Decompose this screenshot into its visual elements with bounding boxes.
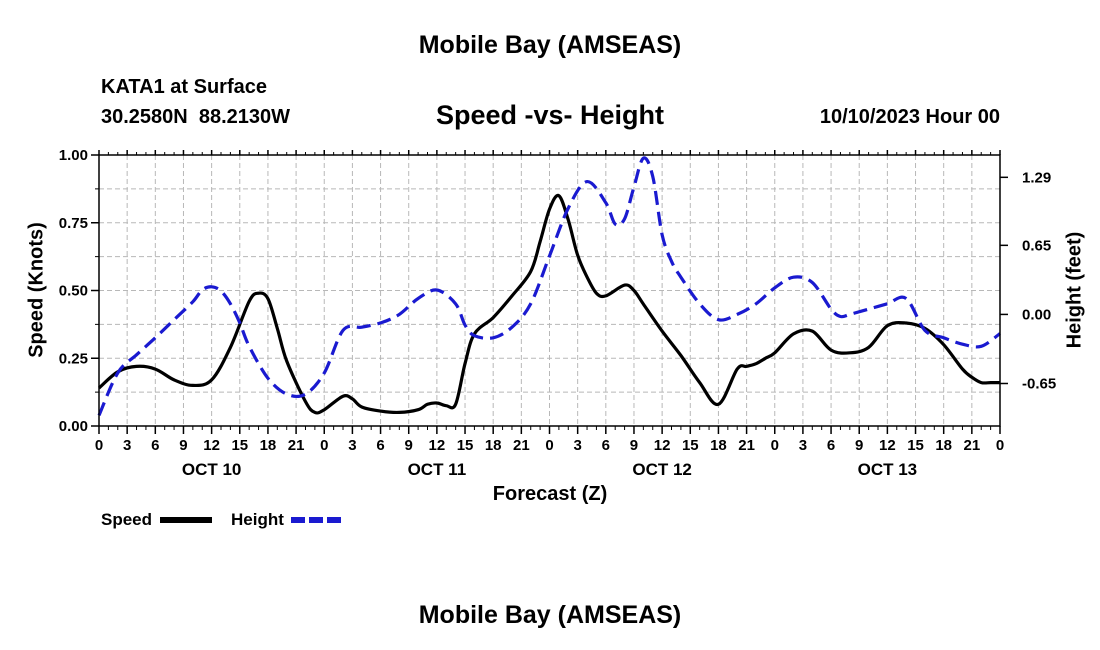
x-tick-label: 6 <box>151 437 159 454</box>
grid-lines <box>99 155 1000 426</box>
y-tick-label: 0.50 <box>59 283 88 300</box>
x-tick-label: 15 <box>457 437 474 454</box>
series-lines <box>97 156 1001 417</box>
x-tick-label: 21 <box>964 437 981 454</box>
legend-height-label: Height <box>231 510 284 529</box>
x-tick-label: 15 <box>231 437 248 454</box>
axis-labels: 0 3 6 9 12 15 18 21 0 3 6 9 12 15 18 21 0 3 6 9 12 15 18 21 0 3 6 9… <box>59 147 1056 479</box>
chart-title: Mobile Bay (AMSEAS) <box>418 31 682 59</box>
forecast-datetime: 10/10/2023 Hour 00 <box>819 106 1000 128</box>
x-tick-label: 9 <box>179 437 187 454</box>
x-tick-label: 3 <box>573 437 581 454</box>
x-tick-label: 3 <box>799 437 807 454</box>
x-tick-label: 0 <box>996 437 1004 454</box>
x-tick-label: 12 <box>879 437 896 454</box>
x-tick-label: 6 <box>376 437 384 454</box>
x-tick-label: 6 <box>827 437 835 454</box>
x-tick-label: 0 <box>545 437 553 454</box>
x-tick-label: 12 <box>654 437 671 454</box>
legend-speed-label: Speed <box>101 510 153 529</box>
footer-title: Mobile Bay (AMSEAS) <box>418 601 682 629</box>
x-tick-label: 12 <box>429 437 446 454</box>
x-tick-label: 3 <box>348 437 356 454</box>
axis-ticks <box>91 150 1008 434</box>
y2-tick-label: -0.65 <box>1022 375 1056 392</box>
x-tick-label: 21 <box>288 437 305 454</box>
x-tick-label: 15 <box>907 437 924 454</box>
x-tick-label: 18 <box>935 437 952 454</box>
x-tick-label: 15 <box>682 437 699 454</box>
x-tick-label: 3 <box>123 437 131 454</box>
y2-tick-label: 1.29 <box>1022 169 1051 186</box>
y-tick-label: 0.75 <box>59 215 88 232</box>
y-axis-title-right: Height (feet) <box>1063 231 1086 349</box>
x-tick-label: 18 <box>485 437 502 454</box>
x-tick-label: 6 <box>602 437 610 454</box>
x-tick-label: 9 <box>405 437 413 454</box>
x-tick-label: 18 <box>260 437 277 454</box>
y-axis-title-left: Speed (Knots) <box>25 222 48 358</box>
x-tick-label: 9 <box>630 437 638 454</box>
x-tick-label: 0 <box>771 437 779 454</box>
chart-subtitle: Speed -vs- Height <box>435 100 665 130</box>
y-tick-label: 0.25 <box>59 350 88 367</box>
day-label: OCT 12 <box>632 460 692 479</box>
x-tick-label: 0 <box>95 437 103 454</box>
x-tick-label: 21 <box>738 437 755 454</box>
speed-series-line <box>97 193 1000 415</box>
station-coordinates: 30.2580N 88.2130W <box>101 106 291 128</box>
day-label: OCT 10 <box>182 460 242 479</box>
legend-height-swatch <box>291 517 343 523</box>
x-tick-label: 18 <box>710 437 727 454</box>
y2-tick-label: 0.65 <box>1022 237 1051 254</box>
y-tick-label: 0.00 <box>59 418 88 435</box>
x-axis-title: Forecast (Z) <box>492 483 608 505</box>
day-label: OCT 11 <box>408 460 467 479</box>
x-tick-label: 21 <box>513 437 530 454</box>
x-tick-label: 0 <box>320 437 328 454</box>
height-series-line <box>97 156 1001 417</box>
x-tick-label: 12 <box>203 437 220 454</box>
y2-tick-label: 0.00 <box>1022 306 1051 323</box>
legend-speed-swatch <box>160 517 212 523</box>
station-name: KATA1 at Surface <box>101 76 267 98</box>
y-tick-label: 1.00 <box>59 147 88 164</box>
x-tick-label: 9 <box>855 437 863 454</box>
day-label: OCT 13 <box>858 460 918 479</box>
